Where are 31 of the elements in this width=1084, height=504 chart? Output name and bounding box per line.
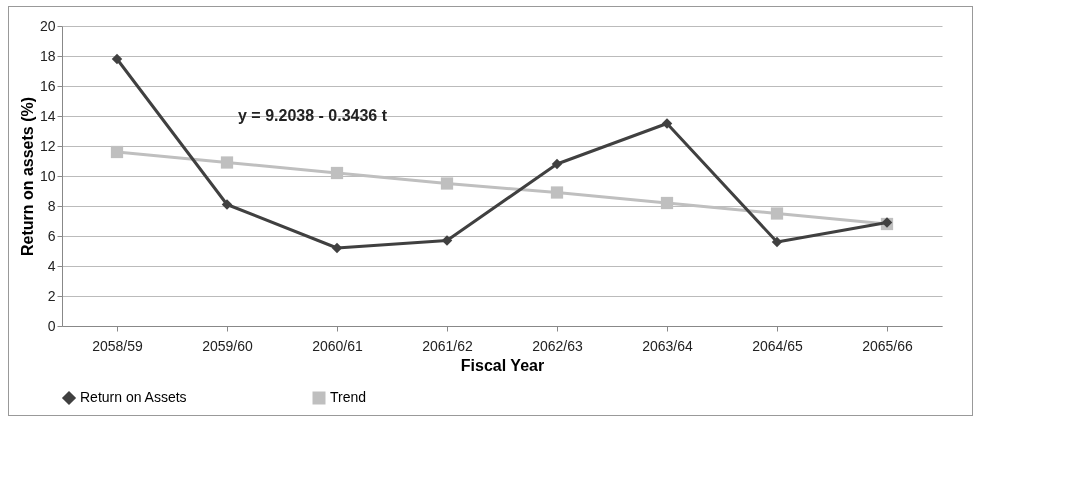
x-tick-label: 2063/64 [642,337,694,354]
legend-label: Return on Assets [80,389,187,405]
y-axis-title: Return on assets (%) [18,96,36,257]
point [440,177,454,190]
x-tick-label: 2060/61 [312,337,364,354]
x-tick-label: 2065/66 [862,337,914,354]
y-tick-label: 2 [47,287,56,304]
y-tick-label: 8 [47,197,56,214]
point [550,186,564,199]
x-tick-label: 2058/59 [92,337,144,354]
point [110,145,124,159]
x-tick-label: 2062/63 [532,337,584,354]
point [330,166,344,180]
legend-label: Trend [330,389,367,405]
y-tick-label: 20 [39,17,56,34]
y-tick-label: 12 [39,137,56,154]
y-tick-label: 18 [39,47,56,64]
y-tick-label: 4 [47,257,56,274]
point [770,207,784,220]
x-tick-label: 2059/60 [202,337,254,354]
point [660,196,674,210]
x-axis-title: Fiscal Year [460,356,545,374]
x-tick-label: 2064/65 [752,337,804,354]
y-tick-label: 10 [39,167,56,184]
annotation: y = 9.2038 - 0.3436 t [238,107,388,124]
y-tick-label: 6 [47,227,56,244]
y-tick-label: 0 [47,317,56,334]
y-tick-label: 16 [39,77,56,94]
x-tick-label: 2061/62 [422,337,474,354]
y-tick-label: 14 [39,107,56,124]
point [220,156,234,169]
